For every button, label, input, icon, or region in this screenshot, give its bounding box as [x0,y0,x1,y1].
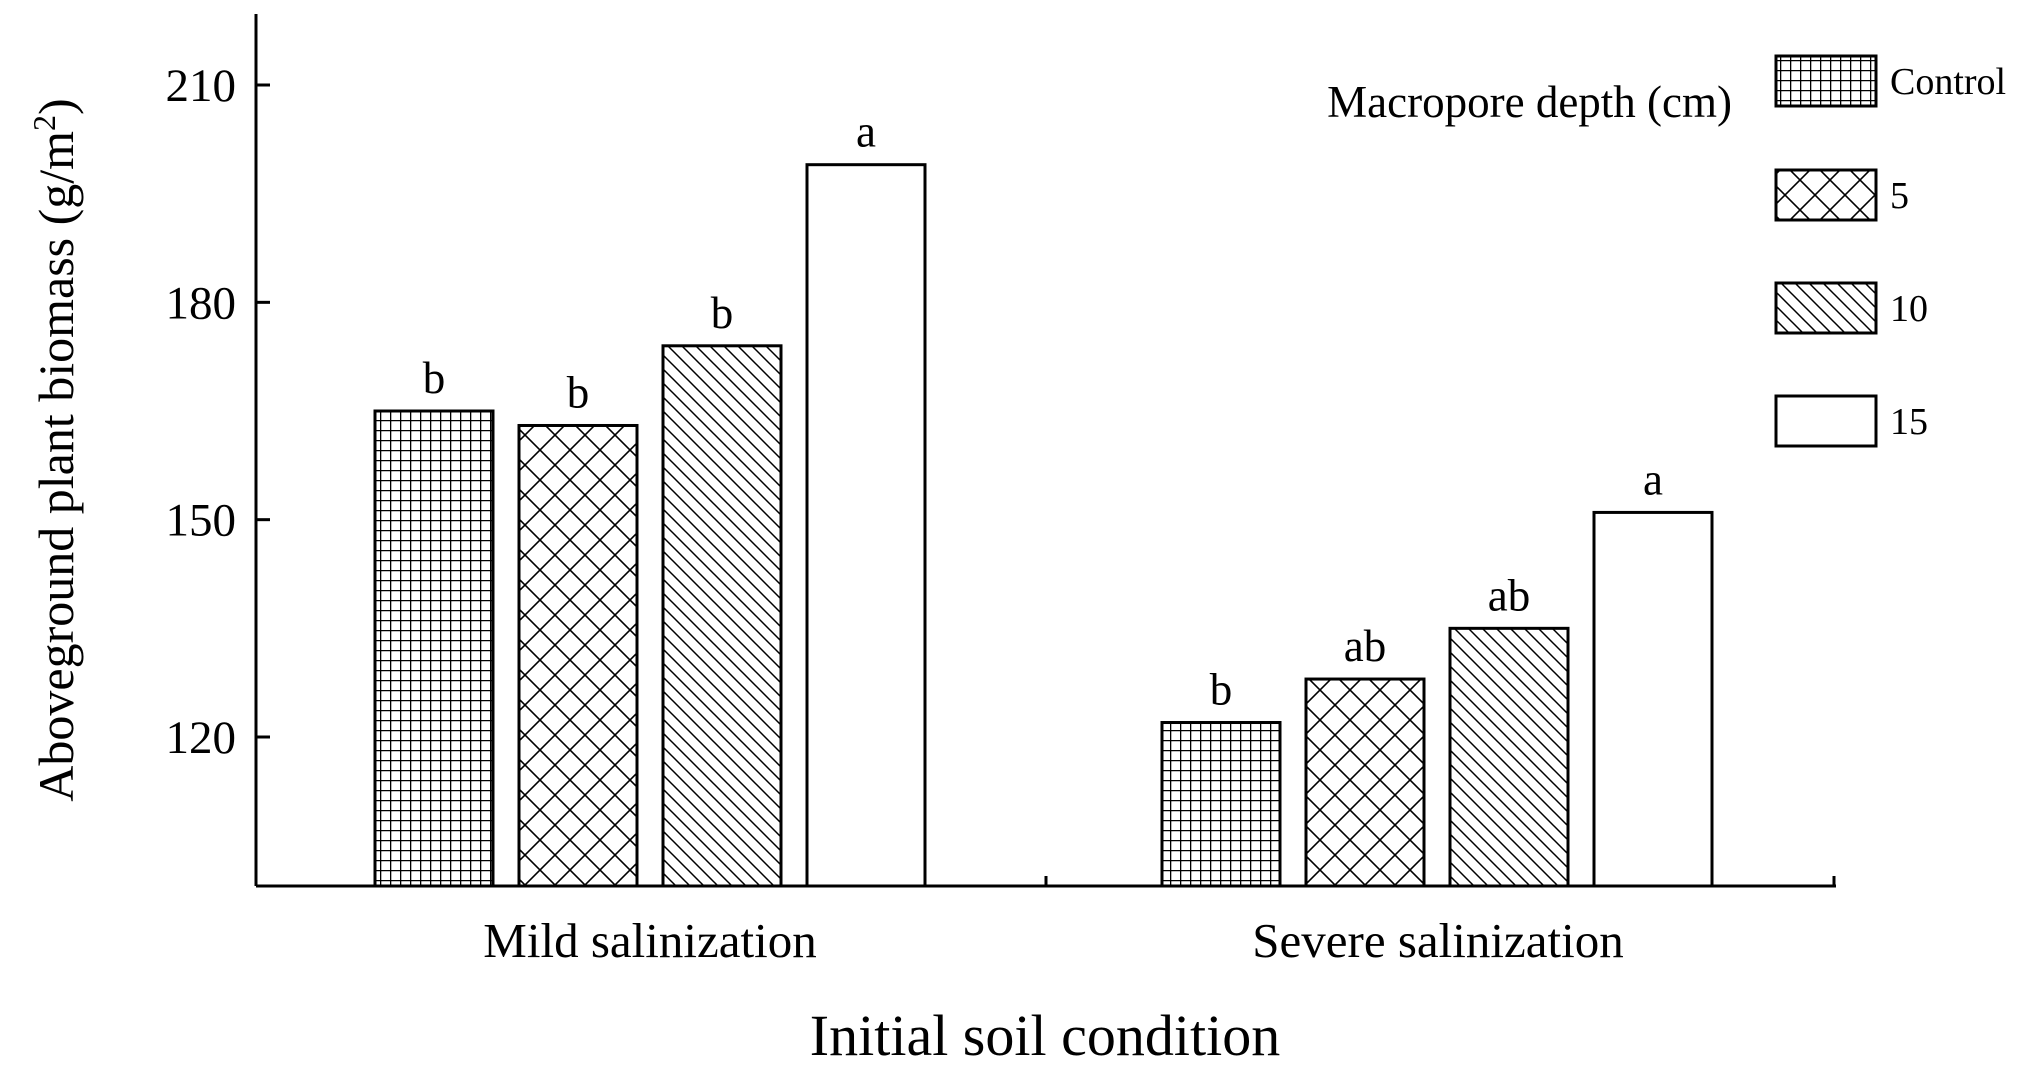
legend-label: 5 [1890,175,1909,217]
bar-significance-label: b [711,288,734,338]
x-category-label: Severe salinization [1252,913,1623,968]
bar-significance-label: a [856,107,876,157]
bar-significance-label: a [1643,454,1663,504]
bar [1448,626,1570,888]
y-axis-title-superscript: 2 [26,115,62,131]
bar [1160,721,1282,888]
legend-swatch [1774,394,1878,448]
bar [805,163,927,888]
bar [1592,510,1714,888]
x-categories: Mild salinization Severe salinization [483,913,1623,968]
y-axis-title-close: ) [28,98,84,115]
bars [373,163,1714,888]
legend-swatch [1774,168,1878,222]
bar-significance-label: b [423,353,446,403]
y-tick-label: 120 [166,712,237,764]
bar [1304,677,1426,888]
bar-significance-label: b [567,367,590,417]
y-axis-title-main: Aboveground plant biomass (g/m [28,131,84,802]
legend-swatch [1774,54,1878,108]
bar [661,344,783,888]
legend-label: 15 [1890,401,1928,443]
bar-significance-label: ab [1344,621,1386,671]
legend-title: Macropore depth (cm) [1327,77,1732,127]
y-tick-label: 210 [166,60,237,112]
y-axis-title: Aboveground plant biomass (g/m2) [26,98,84,801]
legend-label: 10 [1890,288,1928,330]
bar-significance-label: ab [1488,570,1530,620]
y-ticks: 120 150 180 210 [166,60,270,764]
legend-label: Control [1890,61,2006,103]
legend-swatch [1774,281,1878,335]
bar [373,409,495,888]
bar-significance-label: b [1210,665,1233,715]
y-tick-label: 150 [166,495,237,547]
bar [517,423,639,888]
x-category-label: Mild salinization [483,913,816,968]
x-axis-title: Initial soil condition [810,1003,1280,1068]
legend: Macropore depth (cm) Control 5 10 15 [1327,54,2006,448]
y-tick-label: 180 [166,277,237,329]
